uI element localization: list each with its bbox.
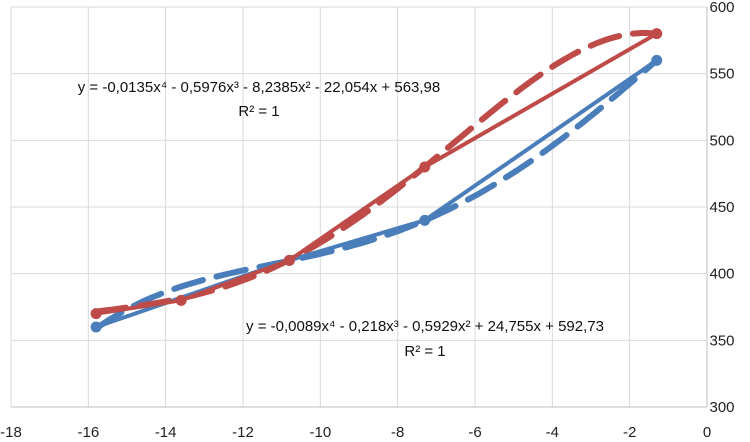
y-tick-label: 450 [709,199,734,216]
series-1-line [94,58,659,329]
horizontal-gridlines [11,6,707,408]
series-2-point [175,294,187,306]
series-1-trendline [93,57,660,332]
series-2-point [419,161,431,173]
x-tick-label: 0 [703,424,711,441]
series-2-trendline [93,30,660,315]
series-2-line [94,31,659,316]
y-tick-label: 350 [709,332,734,349]
x-tick-label: -8 [391,424,404,441]
x-tick-label: -16 [77,424,99,441]
y-tick-label: 550 [709,66,734,83]
series-2-point [283,254,295,266]
series-2-point [90,308,102,320]
y-tick-label: 600 [709,0,734,16]
series-2-point [651,28,663,40]
series-1-point [90,321,102,333]
series-1-trendline-equation: y = -0,0089x⁴ - 0,218x³ - 0,5929x² + 24,… [246,318,604,335]
data-markers [90,28,663,333]
series-lines [94,31,659,329]
y-tick-label: 500 [709,132,734,149]
series-1-point [419,214,431,226]
series-1-point [651,54,663,66]
series-1-r-squared: R² = 1 [404,343,445,360]
x-tick-label: -10 [309,424,331,441]
x-tick-labels: -18 -16 -14 -12 -10 -8 -6 -4 -2 0 [0,424,711,441]
y-tick-label: 400 [709,266,734,283]
x-tick-label: -6 [468,424,481,441]
trendlines [93,30,660,332]
x-tick-label: -12 [232,424,254,441]
y-tick-label: 300 [709,399,734,416]
x-tick-label: -2 [623,424,636,441]
x-tick-label: -4 [546,424,559,441]
y-tick-labels: 300 350 400 450 500 550 600 [709,0,734,416]
x-tick-label: -14 [155,424,177,441]
x-tick-label: -18 [0,424,22,441]
series-2-trendline-equation: y = -0,0135x⁴ - 0,5976x³ - 8,2385x² - 22… [78,79,441,96]
series-2-r-squared: R² = 1 [238,103,279,120]
